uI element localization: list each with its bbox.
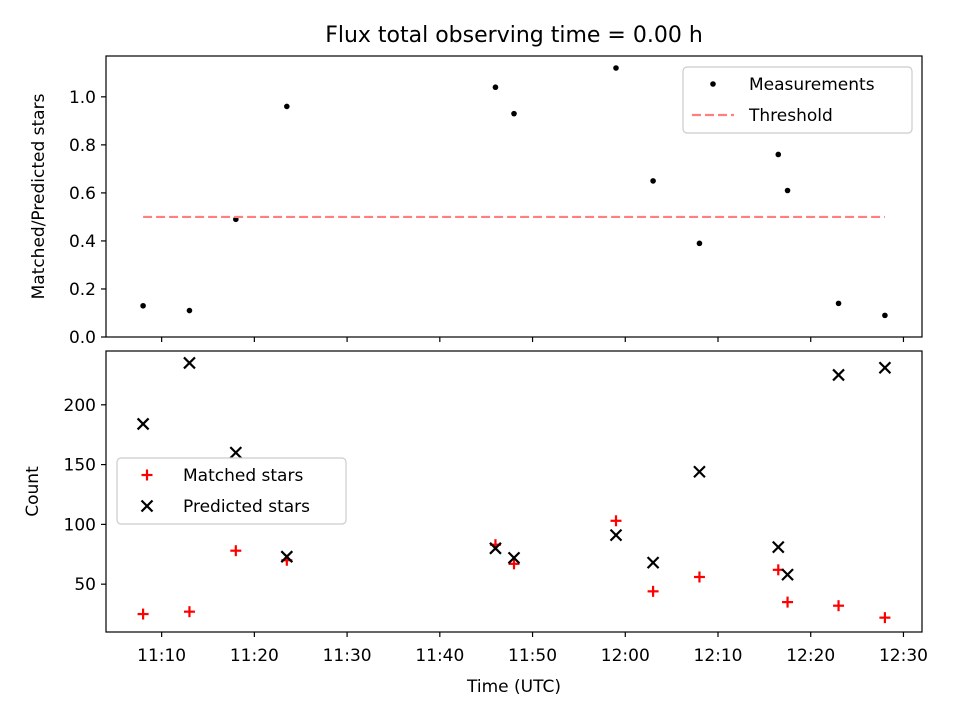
data-point bbox=[879, 612, 891, 624]
y-tick-label: 150 bbox=[64, 456, 96, 476]
legend-box bbox=[116, 457, 347, 525]
y-tick-label: 0.8 bbox=[69, 136, 96, 156]
legend-item: Predicted stars bbox=[140, 497, 310, 517]
data-point bbox=[609, 528, 623, 542]
data-point bbox=[230, 545, 242, 557]
chart-title: Flux total observing time = 0.00 h bbox=[325, 23, 703, 48]
y-tick-label: 200 bbox=[64, 396, 96, 416]
data-point bbox=[186, 307, 193, 314]
series-measurements bbox=[140, 65, 888, 319]
series-predicted-stars bbox=[136, 356, 892, 581]
data-point bbox=[696, 240, 703, 247]
data-point bbox=[771, 540, 785, 554]
y-tick-label: 0.2 bbox=[69, 280, 96, 300]
data-point-b bbox=[280, 550, 294, 563]
data-point bbox=[832, 368, 845, 382]
data-point bbox=[140, 302, 146, 309]
data-point bbox=[229, 446, 243, 459]
y-tick-label: 50 bbox=[74, 575, 96, 595]
data-point bbox=[835, 300, 842, 307]
data-point bbox=[784, 187, 791, 194]
legend-swatch bbox=[710, 81, 716, 87]
data-point bbox=[693, 571, 705, 583]
data-point-b bbox=[229, 446, 243, 459]
data-point bbox=[137, 608, 149, 620]
legend: Matched stars Predicted stars bbox=[116, 457, 347, 525]
legend: Measurements Threshold bbox=[682, 66, 913, 134]
data-point-b bbox=[771, 540, 785, 554]
y-tick-label: 100 bbox=[64, 515, 96, 535]
data-point bbox=[284, 103, 290, 110]
x-tick-label: 12:30 bbox=[879, 646, 928, 666]
data-point-b bbox=[781, 568, 794, 581]
legend-swatch-b bbox=[140, 499, 154, 513]
data-point bbox=[183, 356, 196, 370]
data-point bbox=[511, 110, 517, 117]
legend-item: Threshold bbox=[692, 106, 833, 126]
data-point bbox=[492, 84, 499, 91]
data-point bbox=[613, 65, 619, 71]
count-panel: 11:10 11:20 11:30 11:40 11:50 12:00 12:10 12:20… bbox=[23, 350, 928, 697]
data-point bbox=[650, 178, 656, 184]
x-tick-label: 12:20 bbox=[786, 646, 835, 666]
data-point-b bbox=[609, 528, 623, 542]
y-tick-label: 0.4 bbox=[69, 232, 96, 252]
x-tick-label: 11:30 bbox=[323, 646, 372, 666]
data-point-b bbox=[136, 417, 150, 431]
series-matched-stars bbox=[137, 515, 891, 624]
data-point-b bbox=[878, 361, 892, 375]
plot-frame bbox=[105, 55, 923, 338]
data-point bbox=[775, 151, 782, 158]
legend-label: Measurements bbox=[749, 75, 875, 95]
data-point-b bbox=[646, 556, 660, 569]
y-axis-label: Count bbox=[23, 466, 43, 517]
x-tick-label: 12:00 bbox=[601, 646, 650, 666]
ratio-panel: 0.0 0.2 0.4 0.6 0.8 1.0 Matched/Predicted star… bbox=[29, 55, 923, 348]
legend-item: Matched stars bbox=[141, 466, 303, 486]
legend-swatch bbox=[140, 499, 154, 513]
data-point bbox=[878, 361, 892, 375]
data-point bbox=[280, 550, 294, 563]
legend-item: Measurements bbox=[710, 75, 875, 95]
data-point-b bbox=[489, 542, 502, 555]
data-point bbox=[508, 558, 520, 570]
data-point-b bbox=[183, 356, 196, 370]
data-point bbox=[833, 600, 845, 612]
data-point bbox=[646, 556, 660, 569]
x-tick-label: 11:50 bbox=[508, 646, 557, 666]
data-point bbox=[489, 542, 502, 555]
data-point bbox=[610, 515, 622, 527]
data-point bbox=[136, 417, 150, 431]
x-tick-label: 11:10 bbox=[137, 646, 186, 666]
y-axis-label: Matched/Predicted stars bbox=[29, 93, 49, 299]
legend-label: Threshold bbox=[748, 106, 833, 126]
data-point bbox=[781, 568, 794, 581]
data-point bbox=[507, 551, 521, 565]
y-tick-label: 0.6 bbox=[69, 184, 96, 204]
data-point-b bbox=[832, 368, 845, 382]
y-tick-label: 1.0 bbox=[69, 88, 96, 108]
legend-label: Predicted stars bbox=[183, 497, 310, 517]
data-point-b bbox=[693, 465, 706, 479]
data-point bbox=[882, 312, 888, 319]
data-point bbox=[183, 606, 195, 618]
data-point-b bbox=[507, 551, 521, 565]
x-axis-label: Time (UTC) bbox=[466, 677, 561, 697]
y-tick-label: 0.0 bbox=[69, 328, 96, 348]
plot-frame bbox=[105, 350, 923, 633]
x-tick-label: 11:20 bbox=[230, 646, 279, 666]
x-tick-label: 11:40 bbox=[415, 646, 464, 666]
legend-label: Matched stars bbox=[183, 466, 303, 486]
data-point bbox=[782, 596, 794, 608]
legend-box bbox=[682, 66, 913, 134]
x-tick-label: 12:10 bbox=[694, 646, 743, 666]
data-point bbox=[647, 585, 659, 597]
data-point bbox=[693, 465, 706, 479]
legend-swatch bbox=[141, 469, 153, 481]
